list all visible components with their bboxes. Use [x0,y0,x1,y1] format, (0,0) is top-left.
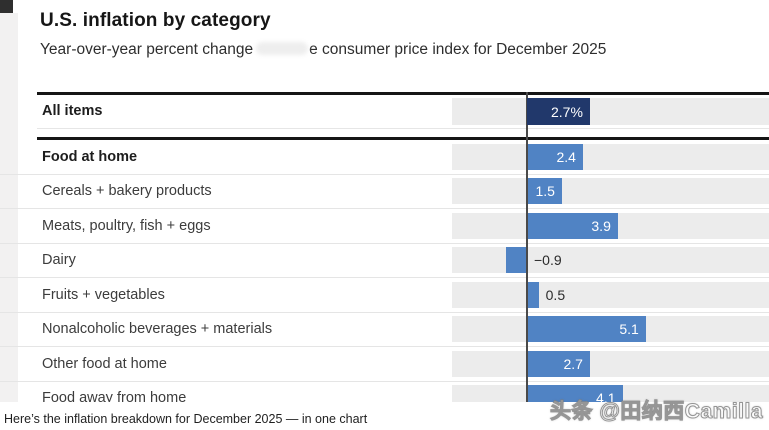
all-items-track: 2.7% [452,98,769,125]
table-row: Cereals + bakery products 1.5 [0,175,769,209]
row-value: 0.5 [545,286,566,303]
row-track: 2.7 [452,350,769,377]
row-value: 1.5 [535,183,555,200]
row-value: 2.7 [563,355,583,372]
toutiao-watermark: 头条 @田纳西Camilla [549,400,763,424]
row-bar: 2.7 [527,350,590,377]
all-items-value: 2.7% [550,103,583,120]
table-row: Meats, poultry, fish + eggs 3.9 [0,209,769,244]
row-value: 5.1 [619,321,639,338]
chart-subtitle: Year-over-year percent change e consumer … [40,41,606,59]
row-value: 2.4 [556,148,576,165]
row-track: 5.1 [452,316,769,343]
row-bar [527,281,539,308]
row-track: 3.9 [452,212,769,239]
row-value: 3.9 [591,217,611,234]
row-track: 2.4 [452,143,769,170]
row-label: Cereals + bakery products [42,183,212,200]
row-track: 4.1 [452,385,769,402]
window-corner [0,0,13,13]
row-track: 0.5 [452,281,769,308]
section-rule [37,137,769,140]
zero-axis-line [526,92,528,402]
row-label: Nonalcoholic beverages + materials [42,321,273,338]
row-value: 4.1 [596,390,616,402]
table-row: Food at home 2.4 [0,140,769,175]
top-rule [37,92,769,95]
row-label: Other food at home [42,355,167,372]
row-bar [506,247,527,274]
row-label: Food at home [42,148,138,165]
caption-strip: Here’s the inflation breakdown for Decem… [0,402,769,430]
table-row: Other food at home 2.7 [0,347,769,382]
left-gutter [0,13,18,402]
all-items-separator [37,128,769,129]
row-value: −0.9 [534,252,562,269]
row-label: Dairy [42,252,76,269]
table-row: Food away from home 4.1 [0,382,769,402]
row-bar: 2.4 [527,143,583,170]
row-label: Fruits + vegetables [42,286,165,303]
row-bar: 4.1 [527,385,623,402]
all-items-row: All items 2.7% [0,92,769,137]
row-bar: 3.9 [527,212,618,239]
all-items-bar: 2.7% [527,98,590,125]
row-bar: 5.1 [527,316,646,343]
row-label: Meats, poultry, fish + eggs [42,217,211,234]
table-row: Fruits + vegetables 0.5 [0,278,769,313]
blurred-text-patch [256,42,309,55]
subtitle-part2: e consumer price index for December 2025 [309,41,607,58]
chart-caption: Here’s the inflation breakdown for Decem… [4,412,368,426]
table-row: Dairy −0.9 [0,244,769,278]
table-row: Nonalcoholic beverages + materials 5.1 [0,313,769,347]
row-label: Food away from home [42,390,187,402]
inflation-bar-chart: All items 2.7% Food at home 2.4 Cereals + … [0,92,769,402]
food-rows: Food at home 2.4 Cereals + bakery products… [0,140,769,402]
subtitle-part1: Year-over-year percent change [40,41,254,58]
row-bar: 1.5 [527,178,562,205]
row-track: −0.9 [452,247,769,274]
page-title: U.S. inflation by category [40,10,271,31]
all-items-label: All items [42,103,103,119]
row-track: 1.5 [452,178,769,205]
